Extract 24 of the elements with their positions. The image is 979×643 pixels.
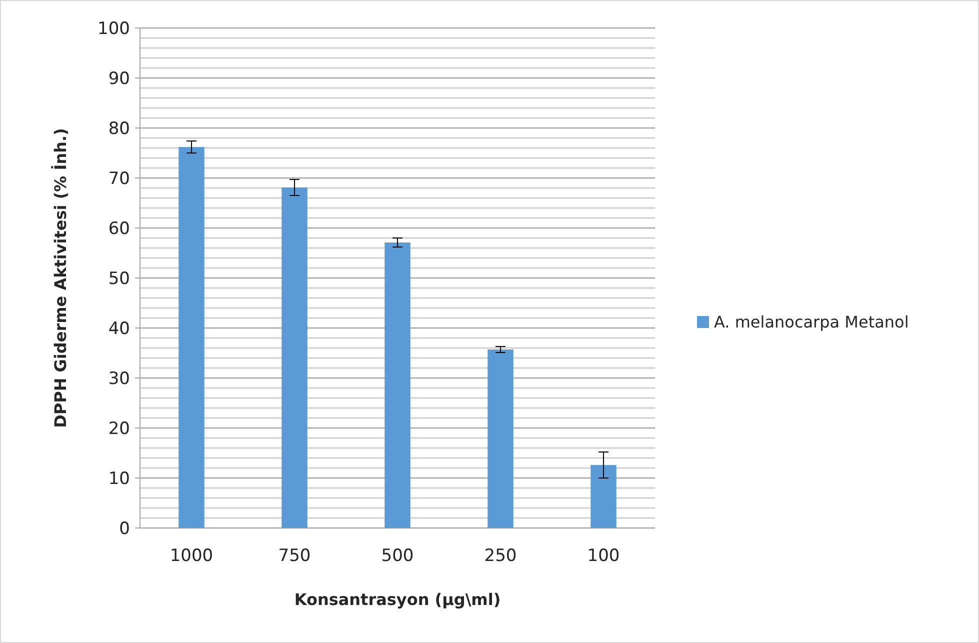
bar [282, 188, 308, 528]
x-axis-title: Konsantrasyon (µg\ml) [294, 590, 501, 609]
bar [178, 147, 204, 528]
y-tick-label: 100 [98, 18, 130, 39]
y-tick-label: 50 [108, 268, 130, 289]
y-tick-label: 40 [108, 318, 130, 339]
bar [488, 350, 514, 528]
y-tick-label: 70 [108, 168, 130, 189]
y-tick-label: 80 [108, 118, 130, 139]
x-tick-label: 250 [484, 546, 517, 566]
bar [384, 242, 410, 528]
y-tick-label: 90 [108, 68, 130, 89]
y-axis-title: DPPH Giderme Aktivitesi (% İnh.) [51, 128, 70, 428]
y-tick-label: 30 [108, 368, 130, 389]
y-tick-label: 60 [108, 218, 130, 239]
x-tick-label: 1000 [170, 546, 214, 566]
x-tick-label: 100 [587, 546, 620, 566]
legend-label: A. melanocarpa Metanol [714, 312, 909, 332]
x-tick-label: 500 [381, 546, 414, 566]
x-tick-label: 750 [278, 546, 311, 566]
y-tick-label: 10 [108, 468, 130, 489]
y-tick-label: 20 [108, 418, 130, 439]
y-tick-label: 0 [119, 518, 130, 539]
bar [590, 465, 616, 528]
